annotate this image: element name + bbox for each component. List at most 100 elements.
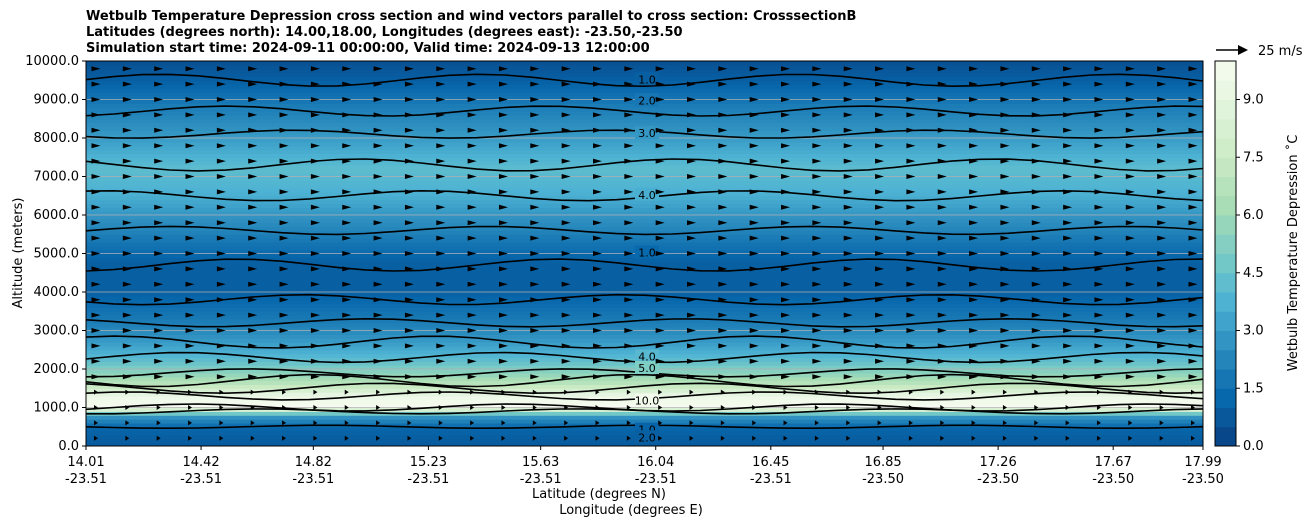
wind-vector-arrow (154, 97, 164, 102)
wind-vector-arrow (937, 312, 947, 318)
wind-vector-arrow (248, 297, 258, 303)
wind-vector-arrow (344, 435, 349, 441)
wind-vector-arrow (1188, 112, 1198, 118)
wind-vector-arrow (342, 328, 352, 333)
depression-band (86, 122, 1203, 128)
wind-vector-arrow (1063, 158, 1073, 164)
depression-band (86, 226, 1203, 231)
wind-vector-arrow (282, 389, 287, 395)
wind-vector-arrow (91, 158, 101, 164)
wind-vector-arrow (436, 220, 446, 226)
wind-vector-arrow (404, 81, 414, 87)
wind-vector-arrow (310, 174, 320, 179)
wind-vector-arrow (498, 220, 508, 226)
wind-vector-arrow (342, 281, 352, 287)
wind-vector-arrow (749, 204, 759, 210)
wind-vector-arrow (1188, 97, 1198, 102)
wind-vector-arrow (122, 281, 132, 287)
wind-vector-arrow (530, 66, 540, 72)
wind-vector-arrow (373, 343, 383, 349)
wind-vector-arrow (530, 204, 540, 210)
wind-vector-arrow (404, 143, 414, 149)
wind-vector-arrow (1094, 97, 1104, 102)
wind-vector-arrow (937, 158, 947, 164)
wind-vector-arrow (1031, 66, 1041, 72)
wind-vector-arrow (1063, 66, 1073, 72)
wind-vector-arrow (875, 235, 885, 241)
wind-vector-arrow (812, 220, 822, 226)
wind-vector-arrow (310, 343, 320, 349)
wind-vector-arrow (655, 235, 665, 241)
wind-vector-arrow (718, 281, 728, 287)
wind-vector-arrow (1094, 189, 1104, 195)
wind-vector-arrow (250, 435, 255, 441)
wind-vector-arrow (561, 112, 571, 118)
wind-vector-arrow (592, 204, 602, 210)
wind-vector-arrow (373, 112, 383, 118)
wind-vector-arrow (1094, 328, 1104, 333)
wind-vector-arrow (1188, 235, 1198, 241)
wind-vector-arrow (718, 158, 728, 164)
wind-vector-arrow (122, 235, 132, 241)
quiver-key-label: 25 m/s (1258, 44, 1303, 59)
wind-vector-arrow (1157, 297, 1167, 303)
wind-vector-arrow (498, 235, 508, 241)
wind-vector-arrow (376, 435, 381, 441)
wind-vector-arrow (1002, 435, 1007, 441)
wind-vector-arrow (655, 81, 665, 87)
wind-vector-arrow (843, 204, 853, 210)
colorbar-segment (1215, 118, 1236, 139)
wind-vector-arrow (687, 374, 697, 380)
wind-vector-arrow (875, 174, 885, 179)
wind-vector-arrow (122, 174, 132, 179)
wind-vector-arrow (875, 81, 885, 87)
wind-vector-arrow (436, 328, 446, 333)
wind-vector-arrow (185, 235, 195, 241)
depression-band (86, 261, 1203, 266)
wind-vector-arrow (624, 328, 634, 333)
colorbar-segment (1215, 330, 1236, 351)
wind-vector-arrow (1157, 374, 1167, 380)
wind-vector-arrow (310, 66, 320, 72)
wind-vector-arrow (216, 220, 226, 226)
wind-vector-arrow (407, 420, 412, 426)
wind-vector-arrow (498, 358, 508, 364)
wind-vector-arrow (875, 127, 885, 133)
wind-vector-arrow (279, 189, 289, 195)
wind-vector-arrow (436, 158, 446, 164)
wind-vector-arrow (1000, 143, 1010, 149)
wind-vector-arrow (561, 143, 571, 149)
wind-vector-arrow (1096, 420, 1101, 426)
wind-vector-arrow (781, 281, 791, 287)
wind-vector-arrow (781, 158, 791, 164)
wind-vector-arrow (467, 112, 477, 118)
wind-vector-arrow (655, 220, 665, 226)
wind-vector-arrow (498, 312, 508, 318)
wind-vector-arrow (812, 251, 822, 256)
wind-vector-arrow (122, 374, 132, 380)
wind-vector-arrow (1063, 343, 1073, 349)
wind-vector-arrow (561, 251, 571, 256)
contour-label: 10.0 (635, 395, 660, 408)
wind-vector-arrow (313, 420, 318, 426)
wind-vector-arrow (969, 266, 979, 272)
colorbar-tick-label: 1.5 (1243, 381, 1264, 396)
wind-vector-arrow (1094, 204, 1104, 210)
wind-vector-arrow (342, 81, 352, 87)
wind-vector-arrow (687, 220, 697, 226)
x-tick-label-longitude: -23.50 (862, 472, 904, 487)
wind-vector-arrow (969, 66, 979, 72)
wind-vector-arrow (185, 297, 195, 303)
wind-vector-arrow (342, 189, 352, 195)
wind-vector-arrow (1157, 174, 1167, 179)
wind-vector-arrow (906, 189, 916, 195)
wind-vector-arrow (906, 204, 916, 210)
wind-vector-arrow (812, 312, 822, 318)
contour-label: 2.0 (638, 431, 656, 444)
wind-vector-arrow (812, 204, 822, 210)
colorbar-label: Wetbulb Temperature Depression ˚C (1285, 135, 1301, 372)
wind-vector-arrow (592, 97, 602, 102)
wind-vector-arrow (1157, 66, 1167, 72)
wind-vector-arrow (1188, 251, 1198, 256)
wind-vector-arrow (436, 204, 446, 210)
